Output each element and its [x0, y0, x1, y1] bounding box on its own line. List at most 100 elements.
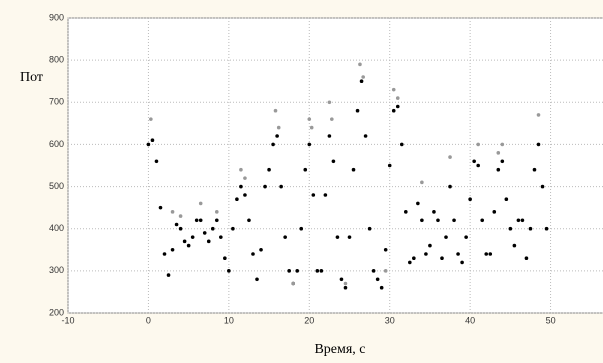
data-point	[532, 167, 537, 172]
data-point	[303, 167, 308, 172]
data-point	[251, 252, 255, 256]
data-point	[391, 108, 396, 113]
data-point	[247, 218, 251, 223]
x-axis-label: Время, с	[314, 342, 365, 357]
data-point	[309, 125, 314, 130]
data-point	[476, 163, 480, 168]
data-point	[279, 184, 283, 189]
data-point	[472, 159, 476, 164]
x-tick-label: 0	[146, 315, 151, 325]
data-point	[351, 167, 356, 172]
x-tick-label: 30	[385, 315, 395, 325]
data-point	[299, 226, 304, 231]
x-tick-label: 10	[224, 315, 234, 325]
data-point	[504, 197, 509, 202]
data-point	[295, 269, 300, 273]
data-point	[512, 243, 517, 248]
data-point	[536, 113, 541, 117]
data-point	[307, 142, 312, 147]
data-point	[383, 269, 388, 273]
data-point	[239, 167, 243, 172]
data-point	[275, 134, 279, 138]
data-point	[331, 159, 336, 164]
data-point	[496, 151, 501, 155]
data-point	[150, 138, 155, 143]
data-point	[259, 247, 263, 252]
data-point	[166, 273, 171, 277]
data-point	[323, 193, 328, 197]
data-point	[174, 222, 179, 227]
data-point	[227, 269, 231, 273]
data-point	[416, 201, 420, 206]
data-point	[330, 117, 334, 121]
data-point	[243, 193, 247, 197]
data-point	[271, 142, 275, 147]
data-point	[540, 184, 545, 189]
data-point	[448, 155, 452, 159]
data-point	[267, 167, 271, 172]
x-tick-label: -10	[61, 315, 74, 325]
data-point	[190, 235, 195, 239]
data-point	[327, 100, 332, 105]
data-point	[524, 256, 529, 261]
data-point	[412, 256, 416, 261]
data-point	[170, 210, 175, 214]
data-point	[500, 159, 505, 164]
data-point	[276, 125, 281, 130]
data-point	[223, 256, 227, 261]
data-point	[158, 205, 163, 210]
data-point	[319, 269, 324, 273]
data-point	[283, 235, 287, 239]
data-point	[358, 62, 362, 67]
data-point	[243, 176, 247, 180]
data-point	[492, 210, 497, 214]
data-point	[500, 142, 505, 147]
data-point	[214, 210, 219, 214]
data-point	[154, 159, 159, 164]
data-point	[387, 163, 392, 168]
y-tick-label: 700	[49, 97, 64, 107]
data-point	[420, 218, 424, 223]
data-point	[379, 285, 384, 290]
data-point	[528, 226, 533, 231]
y-tick-label: 900	[49, 12, 64, 22]
data-point	[420, 180, 424, 185]
data-point	[263, 184, 267, 189]
data-point	[291, 281, 296, 286]
data-point	[383, 247, 388, 252]
data-point	[210, 226, 215, 231]
data-point	[235, 197, 239, 202]
data-point	[516, 218, 521, 223]
y-tick-label: 200	[49, 307, 64, 317]
data-point	[444, 235, 448, 239]
data-point	[468, 197, 472, 202]
data-point	[343, 281, 348, 286]
data-point	[202, 231, 207, 235]
data-point	[162, 252, 167, 256]
data-point	[343, 285, 348, 290]
data-point	[198, 218, 203, 223]
data-point	[452, 218, 456, 223]
data-point	[404, 210, 408, 214]
data-point	[395, 96, 400, 100]
data-point	[315, 269, 320, 273]
x-tick-label: 20	[304, 315, 314, 325]
data-point	[480, 218, 485, 223]
data-point	[399, 142, 404, 147]
data-point	[182, 239, 187, 244]
data-point	[311, 193, 316, 197]
data-point	[363, 134, 368, 138]
data-point	[146, 142, 151, 147]
data-point	[239, 184, 243, 189]
data-point	[367, 226, 372, 231]
y-tick-label: 800	[49, 55, 64, 65]
x-tick-label: 40	[465, 315, 475, 325]
data-point	[287, 269, 291, 273]
data-point	[347, 235, 352, 239]
x-tick-label: 50	[546, 315, 556, 325]
y-tick-label: 600	[49, 139, 64, 149]
data-point	[255, 277, 259, 282]
data-point	[484, 252, 489, 256]
data-point	[544, 226, 549, 231]
